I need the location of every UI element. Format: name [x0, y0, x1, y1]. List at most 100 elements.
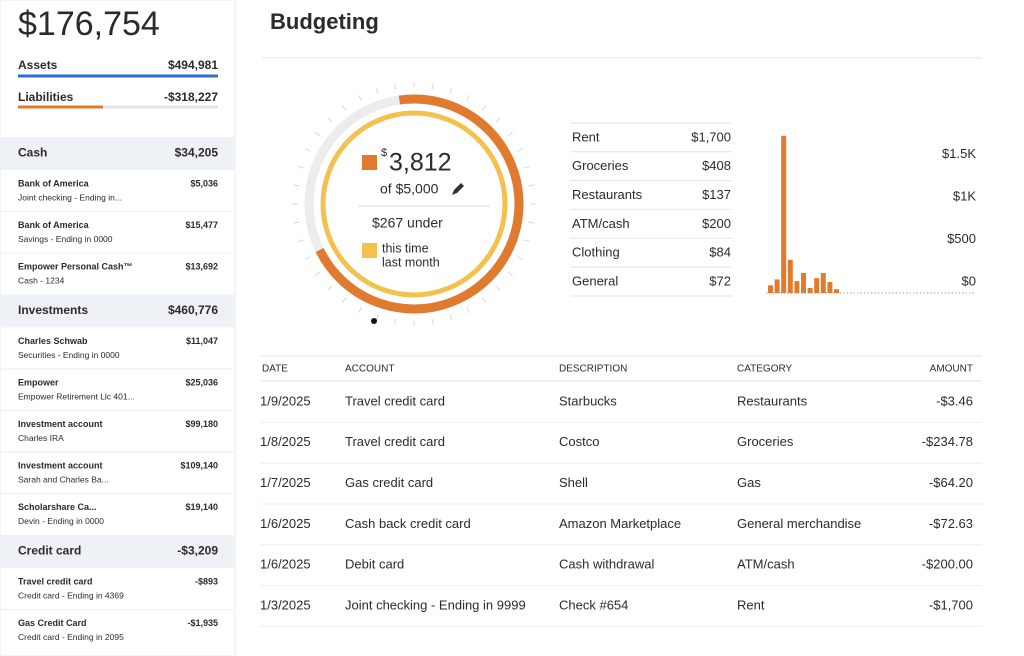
- account-name: Bank of America: [18, 178, 90, 188]
- gauge-tick: [449, 87, 453, 94]
- column-header: AMOUNT: [930, 364, 973, 375]
- gauge-tick: [481, 297, 487, 303]
- gauge-tick: [517, 148, 523, 152]
- table-cell: Starbucks: [559, 393, 617, 408]
- account-name: Investment account: [18, 460, 103, 470]
- account-detail: Savings - Ending in 0000: [18, 234, 113, 244]
- table-cell: 1/6/2025: [260, 557, 311, 572]
- gauge-tick: [375, 314, 379, 321]
- account-row[interactable]: [0, 369, 234, 411]
- category-amount: $408: [702, 158, 731, 173]
- bar: [774, 279, 780, 293]
- gauge-tick: [315, 271, 321, 277]
- account-detail: Credit card - Ending in 4369: [18, 590, 124, 600]
- edit-icon[interactable]: [452, 183, 464, 195]
- category-amount: $84: [709, 245, 731, 260]
- group-name: Credit card: [18, 544, 81, 558]
- account-value: $25,036: [185, 377, 218, 387]
- category-name: Clothing: [572, 245, 620, 260]
- bar: [834, 289, 839, 293]
- bar: [827, 281, 833, 293]
- account-row[interactable]: [0, 411, 234, 453]
- bar: [820, 273, 826, 293]
- table-cell: 1/7/2025: [260, 475, 311, 490]
- spent-amount: 3,812: [389, 149, 452, 177]
- gauge-tick: [297, 239, 304, 243]
- assets-label: Assets: [18, 58, 58, 72]
- gauge-tick: [297, 165, 304, 169]
- account-value: $99,180: [185, 419, 218, 429]
- account-value: $19,140: [185, 502, 218, 512]
- gauge-tick: [375, 87, 379, 94]
- gauge-tick: [528, 184, 535, 187]
- group-total: -$3,209: [177, 544, 218, 558]
- gauge-tick: [524, 165, 531, 169]
- account-row[interactable]: [0, 610, 234, 652]
- y-tick-label: $1K: [953, 188, 976, 203]
- account-name: Gas Credit Card: [18, 618, 87, 628]
- account-name: Travel credit card: [18, 576, 93, 586]
- group-header[interactable]: [0, 535, 234, 568]
- net-worth: $176,754: [18, 5, 160, 43]
- assets-value: $494,981: [168, 58, 218, 72]
- group-header[interactable]: [0, 294, 234, 328]
- account-value: $109,140: [180, 460, 218, 470]
- account-row[interactable]: [0, 328, 234, 370]
- liabilities-value: -$318,227: [164, 90, 218, 104]
- gauge-spent-arc: [315, 94, 524, 314]
- bar: [768, 285, 773, 293]
- account-name: Empower Personal Cash™: [18, 261, 133, 271]
- account-row[interactable]: [0, 170, 234, 212]
- account-detail: Securities - Ending in 0000: [18, 350, 120, 360]
- account-detail: Sarah and Charles Ba...: [18, 474, 109, 484]
- gauge-tick: [495, 117, 501, 123]
- table-cell: Joint checking - Ending in 9999: [345, 597, 526, 612]
- account-detail: Joint checking - Ending in...: [18, 192, 122, 202]
- account-name: Empower: [18, 377, 59, 387]
- account-row[interactable]: [0, 212, 234, 254]
- currency-symbol: $: [381, 147, 387, 159]
- gauge-tick: [293, 221, 300, 224]
- account-row[interactable]: [0, 452, 234, 494]
- account-row[interactable]: [0, 253, 234, 295]
- table-cell: Groceries: [737, 434, 794, 449]
- bar: [807, 287, 813, 293]
- table-cell: Costco: [559, 434, 599, 449]
- account-detail: Cash - 1234: [18, 275, 65, 285]
- gauge-tick: [327, 285, 333, 291]
- table-cell: Rent: [737, 597, 765, 612]
- account-value: $11,047: [186, 336, 218, 346]
- column-header: DESCRIPTION: [559, 364, 627, 375]
- table-cell: Cash back credit card: [345, 516, 471, 531]
- budget-amount: of $5,000: [380, 181, 439, 197]
- account-value: $15,477: [185, 220, 218, 230]
- account-name: Bank of America: [18, 220, 90, 230]
- category-name: Restaurants: [572, 187, 643, 202]
- gauge-tick: [466, 95, 470, 101]
- legend-line: this time: [382, 241, 429, 255]
- category-amount: $1,700: [691, 129, 731, 144]
- gauge-last-month: [320, 110, 508, 298]
- gauge-tick: [481, 105, 487, 111]
- gauge-tick: [495, 285, 501, 291]
- account-row[interactable]: [0, 568, 234, 610]
- gauge-tick: [315, 131, 321, 137]
- table-cell: -$234.78: [922, 434, 973, 449]
- table-cell: Gas: [737, 475, 761, 490]
- gauge-tick: [394, 83, 397, 90]
- category-amount: $137: [702, 187, 731, 202]
- table-cell: ATM/cash: [737, 557, 795, 572]
- column-header: DATE: [262, 364, 288, 375]
- group-header[interactable]: [0, 137, 234, 170]
- group-total: $34,205: [175, 146, 219, 160]
- gauge-tick: [394, 318, 397, 325]
- account-name: Scholarshare Ca...: [18, 502, 97, 512]
- table-cell: -$200.00: [922, 557, 973, 572]
- table-cell: Amazon Marketplace: [559, 516, 681, 531]
- table-cell: Restaurants: [737, 393, 808, 408]
- table-cell: -$64.20: [929, 475, 973, 490]
- budget-status: $267 under: [372, 215, 443, 231]
- spent-swatch: [362, 155, 377, 170]
- account-row[interactable]: [0, 494, 234, 536]
- column-header: CATEGORY: [737, 364, 793, 375]
